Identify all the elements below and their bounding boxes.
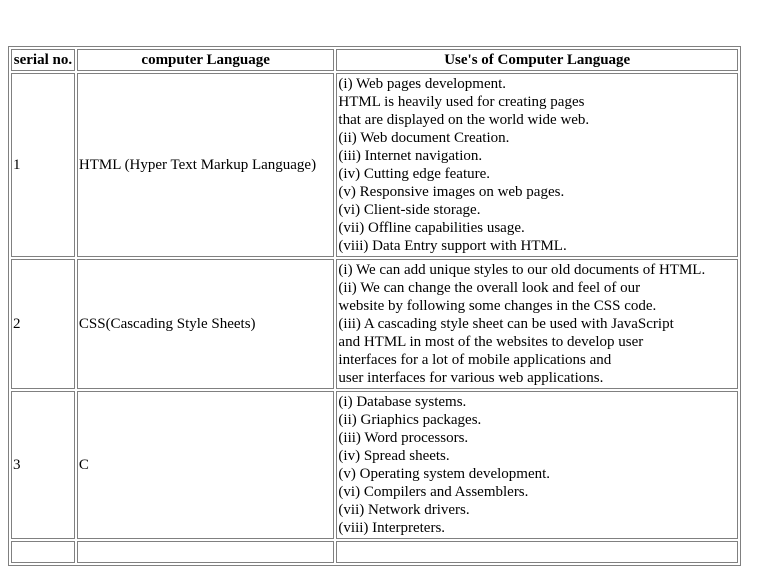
cell-uses: (i) Database systems. (ii) Griaphics pack… (336, 391, 738, 539)
cell-language: C (76, 391, 335, 539)
table-row: 2 CSS(Cascading Style Sheets) (i) We can a… (11, 259, 738, 389)
header-serial: serial no. (11, 49, 75, 71)
table-row: 3 C (i) Database systems. (ii) Griaphics pa… (11, 391, 738, 539)
table-row (11, 541, 738, 563)
cell-serial: 1 (11, 73, 75, 257)
use-line: (i) We can add unique styles to our old … (338, 262, 706, 278)
use-line: (v) Operating system development. (338, 466, 551, 482)
cell-language: CSS(Cascading Style Sheets) (76, 259, 335, 389)
use-line: and HTML in most of the websites to deve… (338, 334, 644, 350)
use-line: (i) Web pages development. (338, 76, 507, 92)
use-line: website by following some changes in the… (338, 298, 657, 314)
table-body: 1 HTML (Hyper Text Markup Language) (i) We… (11, 73, 738, 563)
use-line: interfaces for a lot of mobile applicati… (338, 352, 612, 368)
header-language: computer Language (76, 49, 335, 71)
use-line: (v) Responsive images on web pages. (338, 184, 565, 200)
use-line: (ii) Web document Creation. (338, 130, 510, 146)
use-line: (ii) We can change the overall look and … (338, 280, 641, 296)
use-line: (ii) Griaphics packages. (338, 412, 482, 428)
table-header-row: serial no. computer Language Use's of Co… (11, 49, 738, 71)
use-line: (i) Database systems. (338, 394, 467, 410)
use-line: (vii) Network drivers. (338, 502, 470, 518)
use-line: (iv) Spread sheets. (338, 448, 450, 464)
use-line: (vi) Compilers and Assemblers. (338, 484, 529, 500)
cell-empty (336, 541, 738, 563)
table-row: 1 HTML (Hyper Text Markup Language) (i) We… (11, 73, 738, 257)
use-line: (viii) Data Entry support with HTML. (338, 238, 567, 254)
cell-uses: (i) We can add unique styles to our old … (336, 259, 738, 389)
page-content: serial no. computer Language Use's of Co… (8, 46, 741, 566)
use-line: (iii) Word processors. (338, 430, 469, 446)
cell-empty (76, 541, 335, 563)
cell-serial: 2 (11, 259, 75, 389)
cell-serial: 3 (11, 391, 75, 539)
languages-table: serial no. computer Language Use's of Co… (8, 46, 741, 566)
use-line: that are displayed on the world wide web… (338, 112, 590, 128)
use-line: (iv) Cutting edge feature. (338, 166, 491, 182)
header-uses: Use's of Computer Language (336, 49, 738, 71)
use-line: (vii) Offline capabilities usage. (338, 220, 525, 236)
use-line: (vi) Client-side storage. (338, 202, 481, 218)
cell-uses: (i) Web pages development. HTML is heavil… (336, 73, 738, 257)
use-line: (viii) Interpreters. (338, 520, 446, 536)
cell-empty (11, 541, 75, 563)
use-line: (iii) A cascading style sheet can be use… (338, 316, 674, 332)
use-line: HTML is heavily used for creating pages (338, 94, 585, 110)
use-line: user interfaces for various web applicat… (338, 370, 604, 386)
cell-language: HTML (Hyper Text Markup Language) (76, 73, 335, 257)
use-line: (iii) Internet navigation. (338, 148, 483, 164)
